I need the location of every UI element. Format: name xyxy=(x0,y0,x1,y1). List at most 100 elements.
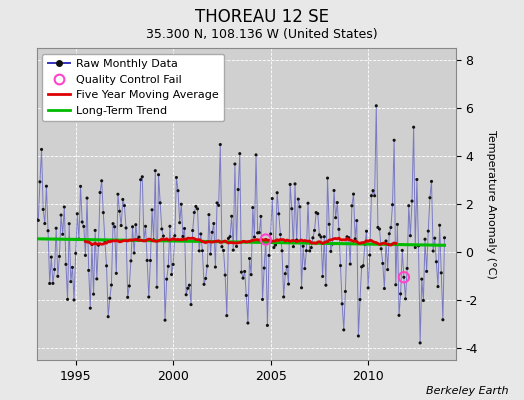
Point xyxy=(36,179,44,185)
Point xyxy=(315,232,324,238)
Point xyxy=(367,192,376,199)
Point xyxy=(267,231,275,237)
Point xyxy=(248,204,257,211)
Point xyxy=(297,284,305,291)
Point xyxy=(155,172,163,178)
Point xyxy=(41,220,49,227)
Point xyxy=(312,209,320,216)
Point xyxy=(437,270,445,276)
Point xyxy=(65,220,73,227)
Point xyxy=(115,208,124,214)
Point xyxy=(422,268,431,275)
Point xyxy=(84,267,93,274)
Point xyxy=(198,248,206,254)
Point xyxy=(294,196,302,202)
Point xyxy=(174,188,182,194)
Point xyxy=(261,236,270,243)
Point xyxy=(254,230,262,236)
Point xyxy=(353,218,361,224)
Point xyxy=(136,176,145,183)
Point xyxy=(260,265,268,271)
Point xyxy=(133,236,141,243)
Point xyxy=(273,190,281,196)
Point xyxy=(279,294,288,300)
Point xyxy=(106,295,114,302)
Point xyxy=(227,213,236,220)
Point xyxy=(413,176,421,183)
Point xyxy=(292,237,301,243)
Point xyxy=(220,247,228,254)
Point xyxy=(67,278,75,285)
Point xyxy=(217,244,226,250)
Point xyxy=(55,253,63,260)
Legend: Raw Monthly Data, Quality Control Fail, Five Year Moving Average, Long-Term Tren: Raw Monthly Data, Quality Control Fail, … xyxy=(42,54,224,121)
Point xyxy=(250,234,259,240)
Point xyxy=(201,275,210,282)
Point xyxy=(323,175,332,181)
Point xyxy=(350,191,358,197)
Point xyxy=(364,285,373,291)
Point xyxy=(419,297,428,304)
Point xyxy=(361,241,369,248)
Point xyxy=(211,264,220,270)
Point xyxy=(388,202,397,208)
Point xyxy=(372,102,380,109)
Point xyxy=(384,266,392,273)
Point xyxy=(435,222,444,228)
Point xyxy=(183,285,192,292)
Point xyxy=(166,223,174,230)
Point xyxy=(307,244,315,251)
Point xyxy=(286,181,294,188)
Point xyxy=(203,263,212,269)
Point xyxy=(336,262,345,269)
Point xyxy=(440,234,449,241)
Point xyxy=(179,233,187,240)
Point xyxy=(245,255,254,262)
Point xyxy=(196,231,205,237)
Point xyxy=(190,209,199,216)
Point xyxy=(261,236,270,243)
Point xyxy=(71,250,80,256)
Point xyxy=(237,269,246,275)
Point xyxy=(73,210,82,217)
Point xyxy=(393,221,401,228)
Point xyxy=(301,266,309,272)
Point xyxy=(112,270,121,276)
Point xyxy=(333,199,342,206)
Point xyxy=(309,235,317,241)
Point xyxy=(80,223,88,230)
Point xyxy=(75,236,83,242)
Point xyxy=(408,198,416,204)
Point xyxy=(138,174,147,180)
Point xyxy=(39,206,47,213)
Point xyxy=(210,220,218,227)
Point xyxy=(338,301,346,307)
Point xyxy=(313,210,322,217)
Point xyxy=(213,200,221,206)
Point xyxy=(401,296,410,302)
Point xyxy=(354,333,363,339)
Point xyxy=(101,238,109,244)
Point xyxy=(49,280,57,286)
Point xyxy=(391,282,400,288)
Point xyxy=(161,317,169,323)
Point xyxy=(86,305,94,311)
Point xyxy=(143,257,151,264)
Point xyxy=(164,263,172,270)
Point xyxy=(341,288,350,295)
Point xyxy=(68,264,77,271)
Point xyxy=(319,273,327,280)
Point xyxy=(252,152,260,158)
Point xyxy=(62,261,70,268)
Point xyxy=(263,322,271,328)
Point xyxy=(185,282,193,288)
Point xyxy=(132,222,140,228)
Point xyxy=(439,316,447,323)
Point xyxy=(125,283,134,289)
Point xyxy=(70,297,78,303)
Point xyxy=(242,292,250,299)
Point xyxy=(232,243,241,250)
Point xyxy=(42,183,51,190)
Point xyxy=(187,302,195,308)
Point xyxy=(91,227,100,234)
